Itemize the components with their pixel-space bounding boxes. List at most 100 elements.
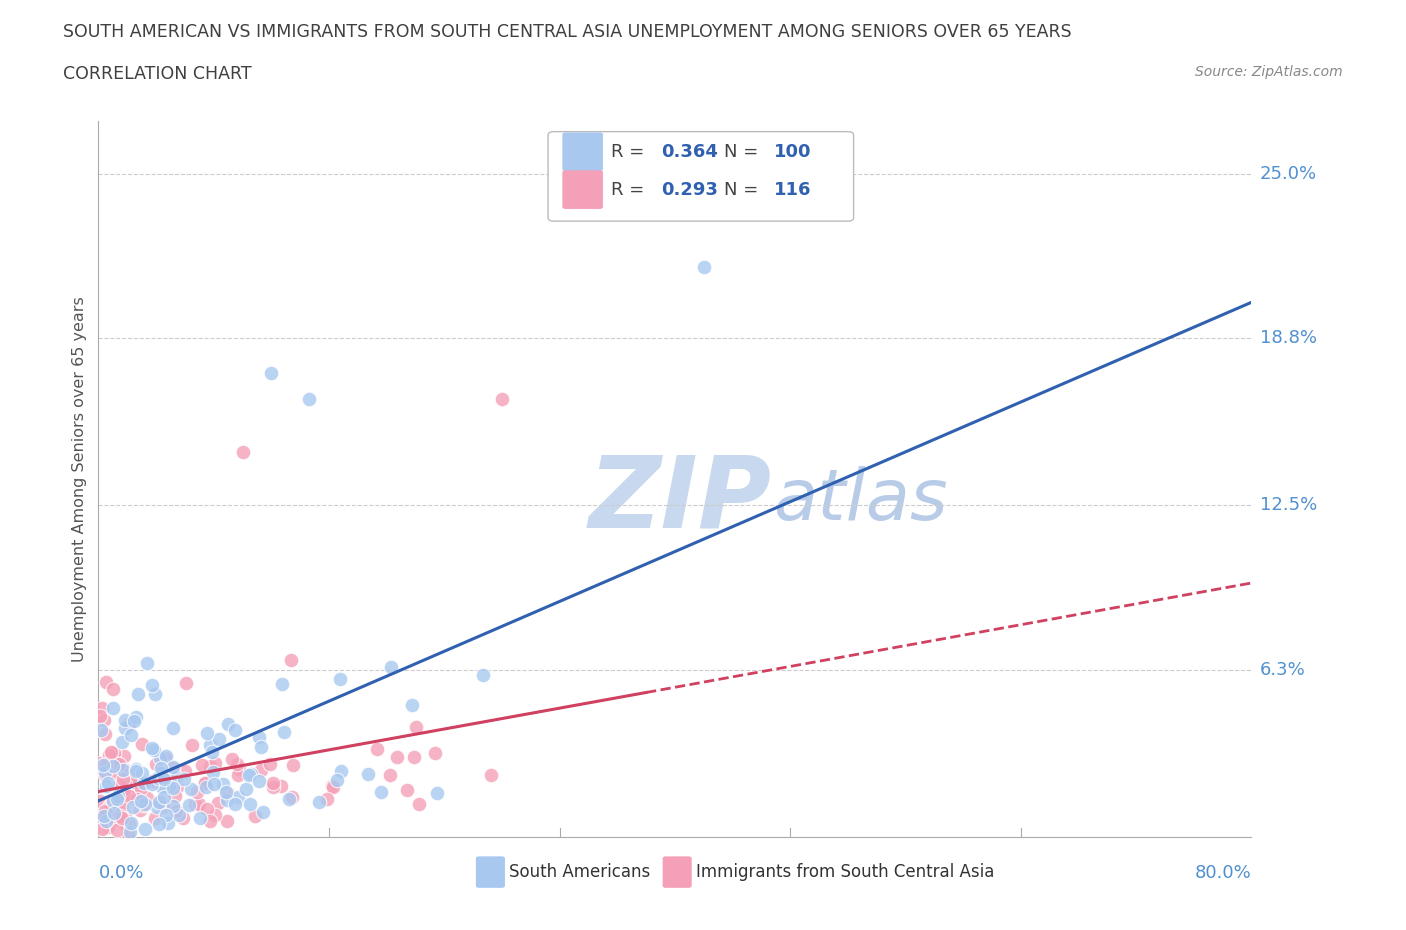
Point	[100, 758, 122, 773]
Point	[143, 774, 166, 789]
FancyBboxPatch shape	[477, 857, 505, 887]
Point	[245, 809, 267, 824]
Point	[152, 770, 174, 785]
Point	[94, 768, 117, 783]
Point	[149, 751, 172, 765]
Point	[114, 777, 136, 791]
Point	[149, 761, 172, 776]
Point	[97, 819, 120, 834]
Point	[134, 776, 156, 790]
Point	[329, 764, 352, 778]
Point	[129, 780, 152, 795]
Point	[135, 656, 157, 671]
Text: ZIP: ZIP	[589, 452, 772, 549]
Point	[177, 797, 200, 812]
Point	[105, 756, 128, 771]
Point	[238, 767, 260, 782]
Point	[162, 780, 184, 795]
Point	[145, 800, 167, 815]
Point	[118, 817, 141, 832]
Point	[89, 755, 111, 770]
Point	[191, 757, 214, 772]
Point	[127, 686, 149, 701]
Point	[186, 784, 208, 799]
Point	[215, 792, 238, 807]
Point	[247, 730, 270, 745]
Text: CORRELATION CHART: CORRELATION CHART	[63, 65, 252, 83]
Point	[157, 815, 180, 830]
Point	[129, 803, 152, 817]
Point	[142, 742, 165, 757]
Point	[250, 739, 273, 754]
Point	[101, 807, 124, 822]
Point	[326, 773, 349, 788]
Point	[94, 764, 117, 779]
Point	[101, 700, 124, 715]
Point	[121, 771, 143, 786]
Point	[90, 821, 112, 836]
Point	[150, 765, 173, 780]
Point	[198, 814, 221, 829]
Point	[263, 776, 285, 790]
Text: South Americans: South Americans	[509, 863, 650, 881]
Point	[270, 778, 292, 793]
Text: N =: N =	[724, 180, 765, 199]
Point	[162, 760, 184, 775]
Point	[380, 659, 402, 674]
Point	[207, 795, 229, 810]
Point	[207, 731, 229, 746]
Point	[103, 805, 125, 820]
Point	[101, 682, 124, 697]
Point	[91, 758, 114, 773]
Point	[111, 811, 134, 826]
Point	[148, 794, 170, 809]
Text: 80.0%: 80.0%	[1195, 864, 1251, 883]
Point	[162, 764, 184, 779]
Point	[117, 827, 139, 842]
Point	[271, 677, 294, 692]
Point	[472, 668, 495, 683]
Point	[93, 713, 115, 728]
Text: R =: R =	[612, 142, 651, 161]
Text: Immigrants from South Central Asia: Immigrants from South Central Asia	[696, 863, 994, 881]
Point	[162, 799, 184, 814]
Point	[101, 764, 124, 779]
Text: R =: R =	[612, 180, 651, 199]
Text: 0.364: 0.364	[661, 142, 718, 161]
Point	[107, 789, 129, 804]
Text: 116: 116	[775, 180, 811, 199]
Point	[425, 745, 447, 760]
Point	[121, 800, 143, 815]
Point	[281, 790, 304, 804]
Text: N =: N =	[724, 142, 765, 161]
Point	[100, 744, 122, 759]
Point	[180, 737, 202, 752]
Point	[94, 727, 117, 742]
Point	[378, 768, 401, 783]
Point	[162, 721, 184, 736]
Point	[90, 810, 112, 825]
Point	[134, 822, 156, 837]
Point	[125, 762, 148, 777]
Point	[136, 790, 159, 805]
Text: 100: 100	[775, 142, 811, 161]
Point	[110, 777, 132, 792]
Point	[96, 814, 118, 829]
Point	[273, 725, 295, 740]
Point	[198, 759, 221, 774]
Point	[89, 793, 111, 808]
Text: Source: ZipAtlas.com: Source: ZipAtlas.com	[1195, 65, 1343, 79]
Point	[107, 801, 129, 816]
Point	[148, 817, 170, 831]
Point	[387, 750, 409, 764]
Point	[105, 823, 128, 838]
Point	[163, 789, 186, 804]
Point	[111, 810, 134, 825]
Point	[215, 813, 238, 828]
Text: 6.3%: 6.3%	[1260, 661, 1305, 679]
FancyBboxPatch shape	[562, 171, 602, 208]
Point	[204, 755, 226, 770]
Point	[114, 807, 136, 822]
Point	[298, 392, 321, 406]
Point	[118, 825, 141, 840]
